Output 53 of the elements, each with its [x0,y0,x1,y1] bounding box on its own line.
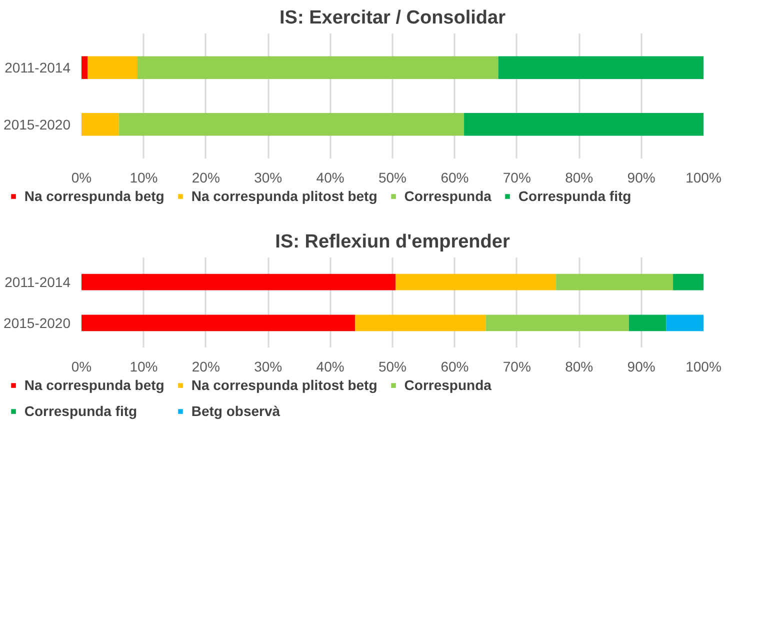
y-tick-label: 2015-2020 [4,314,71,331]
y-tick-label: 2015-2020 [4,116,71,132]
x-tick-label: 100% [686,358,722,374]
legend-label: Correspunda [404,377,492,393]
legend-label: Na correspunda plitost betg [191,377,378,393]
bar [628,314,666,332]
x-tick-label: 10% [130,358,158,374]
legend-label: Na correspunda betg [24,377,164,393]
legend-label: Betg observà [191,403,280,419]
bar [464,113,704,136]
x-tick-label: 30% [254,358,282,374]
x-tick-label: 50% [378,358,407,374]
bar [82,314,356,332]
x-tick-label: 70% [502,358,531,374]
x-tick-label: 40% [316,358,344,374]
y-tick-label: 2011-2014 [4,274,71,290]
legend-label: Correspunda fitg [518,188,632,204]
legend-label: Na correspunda betg [24,188,164,204]
x-tick-label: 10% [130,170,158,186]
bar [396,274,556,290]
bar [82,113,119,136]
x-tick-label: 60% [440,358,469,374]
x-tick-label: 0% [71,170,92,186]
bar [137,56,498,79]
x-tick-label: 30% [254,170,282,186]
bar [118,113,464,136]
bar [486,314,629,332]
x-tick-label: 60% [440,170,469,186]
x-tick-label: 100% [686,170,722,186]
bar [82,56,88,79]
x-tick-label: 50% [378,170,407,186]
x-tick-label: 20% [192,358,220,374]
bar [498,56,704,79]
bar [666,314,704,332]
x-tick-label: 70% [502,170,531,186]
bar [673,274,704,290]
x-tick-label: 40% [316,170,344,186]
y-tick-label: 2011-2014 [4,60,71,76]
legend-label: Correspunda fitg [24,403,138,419]
x-tick-label: 80% [565,358,594,374]
bar [355,314,486,332]
chart-title: IS: Exercitar / Consolidar [280,8,506,28]
bar [556,274,674,290]
x-tick-label: 80% [565,170,594,186]
x-tick-label: 20% [192,170,220,186]
legend-label: Correspunda [404,188,492,204]
x-tick-label: 90% [627,170,656,186]
x-tick-label: 0% [71,358,92,374]
chart-title: IS: Reflexiun d'emprender [275,232,510,252]
bar [88,56,138,79]
bar [82,274,396,290]
legend-label: Na correspunda plitost betg [191,188,378,204]
x-tick-label: 90% [627,358,656,374]
